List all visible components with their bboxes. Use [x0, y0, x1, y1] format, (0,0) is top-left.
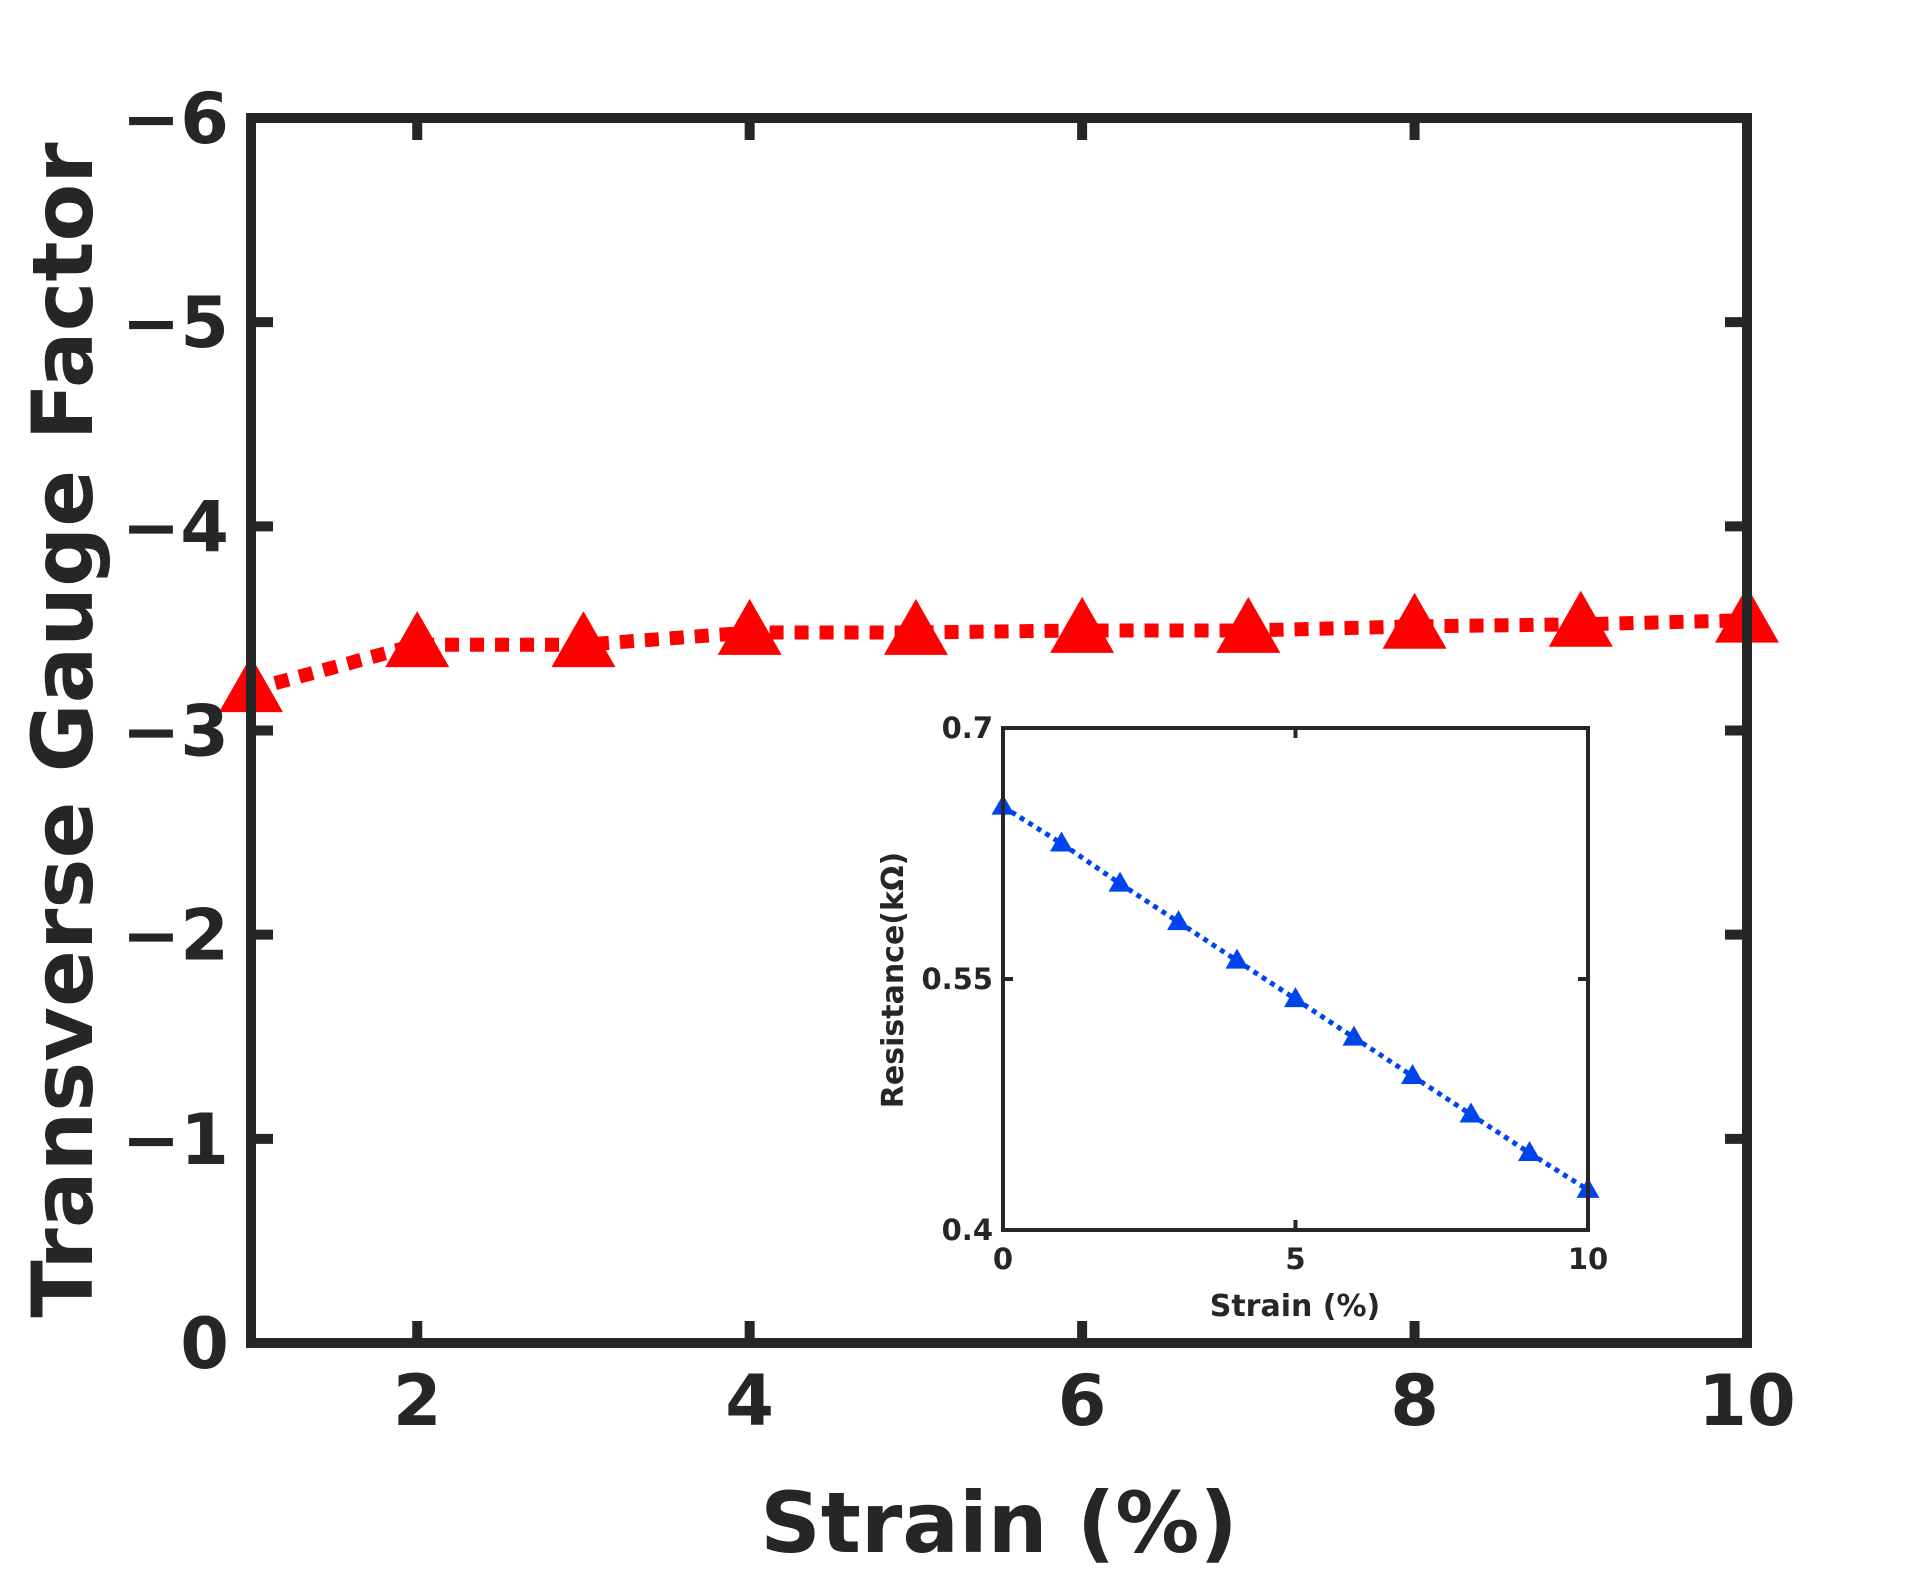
- main-triangle-marker: [551, 611, 616, 668]
- inset-y-tick-label: 0.7: [942, 711, 993, 745]
- inset-triangle-marker: [1167, 910, 1190, 931]
- inset-x-tick-label: 10: [1568, 1242, 1608, 1276]
- main-y-tick-label: −2: [122, 895, 229, 977]
- main-y-tick-label: −6: [122, 78, 229, 160]
- inset-y-tick-label: 0.4: [942, 1213, 993, 1247]
- main-x-axis-title: Strain (%): [760, 1474, 1238, 1571]
- inset-triangle-marker: [1050, 831, 1073, 852]
- inset-triangle-marker: [1225, 948, 1249, 969]
- inset-y-axis-title: Resistance(kΩ): [876, 852, 911, 1108]
- main-triangle-marker: [1216, 596, 1281, 653]
- main-ticks: [251, 113, 1752, 1348]
- main-y-tick-labels: 0 −1 −2 −3 −4 −5 −6: [122, 78, 229, 1385]
- inset-x-tick-label: 5: [1285, 1242, 1305, 1276]
- main-y-tick-label: −5: [122, 282, 229, 364]
- main-plot: 2 4 6 8 10 0 −1 −2 −3 −4 −5 −6 Strain (%) Transver…: [14, 78, 1796, 1571]
- main-x-tick-label: 4: [725, 1360, 774, 1442]
- inset-triangle-marker: [1284, 987, 1307, 1008]
- main-x-tick-label: 6: [1058, 1360, 1107, 1442]
- main-x-tick-label: 8: [1390, 1360, 1439, 1442]
- main-triangle-marker: [717, 598, 782, 655]
- inset-x-tick-label: 0: [993, 1242, 1013, 1276]
- main-x-tick-label: 2: [393, 1360, 442, 1442]
- main-series-line: [249, 613, 1748, 697]
- main-triangle-marker: [883, 598, 948, 655]
- main-triangle-marker: [1548, 590, 1613, 647]
- inset-ticks: [1001, 726, 1590, 1232]
- inset-plot: 0 5 10 0.4 0.55 0.7 Strain (%) Resistance(kΩ…: [876, 711, 1608, 1324]
- main-y-tick-label: −4: [122, 486, 229, 568]
- main-y-tick-label: 0: [180, 1303, 229, 1385]
- main-x-tick-labels: 2 4 6 8 10: [393, 1360, 1796, 1442]
- main-triangle-marker: [1382, 592, 1447, 649]
- inset-triangle-marker: [1401, 1064, 1424, 1085]
- inset-y-tick-label: 0.55: [921, 962, 993, 996]
- main-y-tick-label: −3: [122, 691, 229, 773]
- main-triangle-marker: [1050, 596, 1115, 653]
- inset-triangle-marker: [1108, 871, 1132, 892]
- inset-x-tick-labels: 0 5 10: [993, 1242, 1608, 1276]
- inset-y-tick-labels: 0.4 0.55 0.7: [921, 711, 993, 1247]
- inset-triangle-marker: [1518, 1141, 1541, 1162]
- main-x-tick-label: 10: [1698, 1360, 1795, 1442]
- main-triangle-marker: [385, 611, 450, 668]
- inset-triangle-marker: [1342, 1025, 1366, 1046]
- inset-triangle-marker: [1459, 1102, 1483, 1123]
- inset-background: [1003, 728, 1588, 1230]
- main-y-tick-label: −1: [122, 1099, 229, 1181]
- main-y-axis-title: Transverse Gauge Factor: [14, 142, 112, 1318]
- inset-x-axis-title: Strain (%): [1210, 1289, 1381, 1324]
